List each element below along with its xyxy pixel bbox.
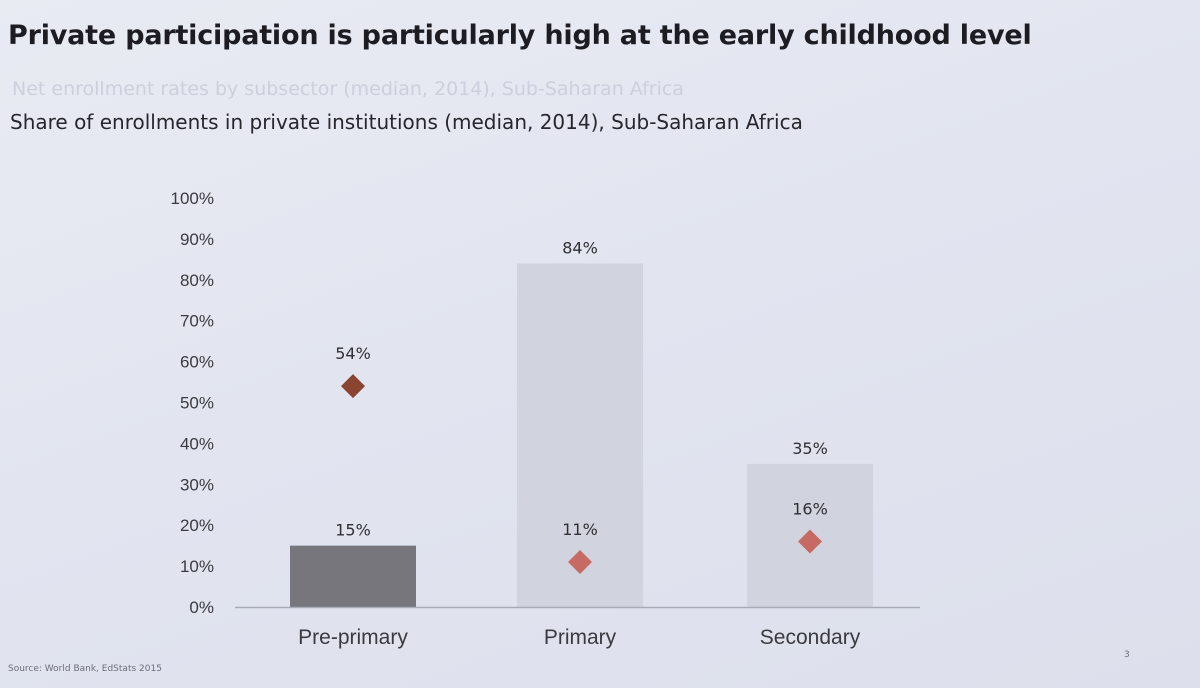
y-tick-label: 40% (180, 434, 214, 453)
y-tick-label: 60% (180, 353, 214, 372)
diamond-marker (568, 550, 592, 575)
diamond-marker (341, 374, 365, 399)
diamond-marker (798, 529, 822, 554)
source-note: Source: World Bank, EdStats 2015 (8, 664, 162, 674)
x-category-label: Secondary (760, 626, 861, 649)
chart-subtitle: Share of enrollments in private institut… (10, 110, 803, 134)
y-tick-label: 70% (180, 312, 214, 331)
x-category-label: Pre-primary (298, 626, 408, 649)
y-tick-label: 0% (189, 598, 214, 617)
x-category-label: Primary (544, 626, 617, 649)
marker-value-label: 11% (562, 520, 598, 539)
slide-title: Private participation is particularly hi… (8, 20, 1032, 51)
ghost-subtitle: Net enrollment rates by subsector (media… (12, 78, 684, 100)
page-number: 3 (1124, 650, 1130, 660)
y-tick-label: 10% (180, 557, 214, 576)
y-tick-label: 20% (180, 516, 214, 535)
bar-value-label: 35% (792, 439, 828, 458)
marker-value-label: 16% (792, 500, 828, 519)
y-tick-label: 80% (180, 271, 214, 290)
bar-pre-primary (290, 545, 416, 607)
y-tick-label: 100% (171, 189, 214, 208)
bar-primary (517, 263, 643, 607)
marker-value-label: 54% (335, 344, 371, 363)
y-tick-label: 90% (180, 230, 214, 249)
bar-value-label: 84% (562, 238, 598, 257)
y-tick-label: 30% (180, 475, 214, 494)
y-tick-label: 50% (180, 394, 214, 413)
bar-value-label: 15% (335, 521, 371, 540)
